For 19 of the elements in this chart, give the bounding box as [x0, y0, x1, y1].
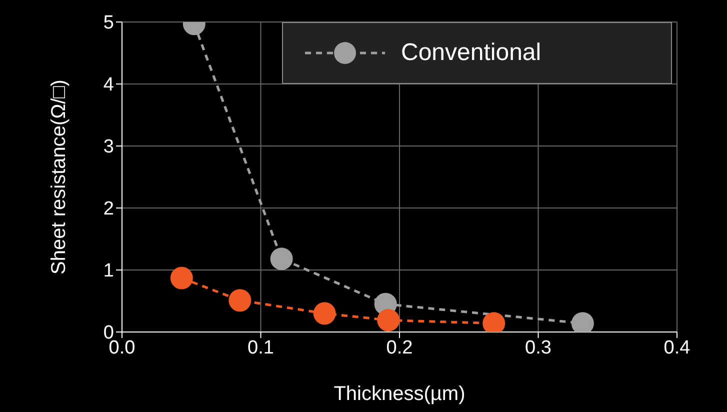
- point: [377, 308, 400, 332]
- x-tick-label: 0.2: [386, 337, 413, 358]
- y-axis-title: Sheet resistance(Ω/□): [48, 80, 70, 274]
- y-tick-label: 3: [103, 136, 114, 158]
- y-tick-label: 2: [103, 198, 114, 220]
- point: [482, 312, 506, 332]
- point: [313, 302, 336, 325]
- point: [170, 266, 193, 290]
- x-axis-title: Thickness(µm): [334, 383, 466, 405]
- x-tick-label: 0.4: [664, 337, 691, 358]
- y-tick-label: 1: [103, 260, 114, 282]
- point: [270, 248, 293, 270]
- legend-label: Conventional: [401, 39, 542, 67]
- x-tick-label: 0.3: [525, 337, 552, 358]
- y-tick-label: 4: [103, 74, 114, 96]
- point: [571, 312, 594, 332]
- y-tick-label: 5: [103, 12, 114, 34]
- point: [228, 289, 252, 312]
- x-tick-label: 0.1: [248, 337, 274, 358]
